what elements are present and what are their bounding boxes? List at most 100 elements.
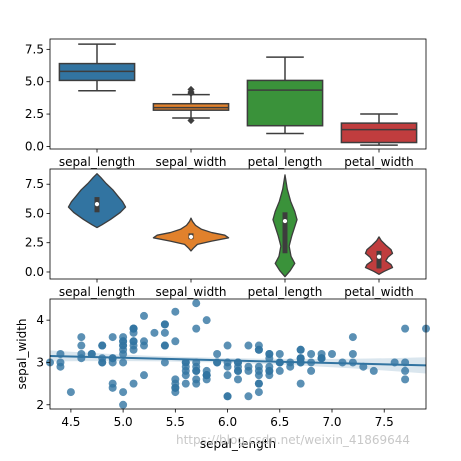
scatter-point bbox=[129, 341, 138, 350]
x-tick-label: 7.5 bbox=[375, 415, 394, 429]
scatter-regression-axes: 2 3 4 4.5 5.0 5.5 6.0 6.5 7.0 7.5 sepal_length sepa… bbox=[15, 298, 430, 451]
scatter-point bbox=[223, 341, 232, 350]
scatter-point bbox=[77, 333, 86, 342]
box-petal_length bbox=[246, 79, 324, 127]
scatter-point bbox=[223, 371, 232, 380]
violin-iqr-box bbox=[282, 212, 288, 254]
scatter-point bbox=[140, 311, 148, 320]
scatter-point bbox=[244, 366, 253, 375]
scatter-point bbox=[296, 345, 305, 354]
y-tick-label: 2.5 bbox=[25, 107, 44, 121]
x-tick-label: sepal_length bbox=[59, 155, 135, 169]
scatter-point bbox=[192, 366, 201, 375]
x-tick-label: 6.5 bbox=[270, 415, 289, 429]
axes-frame bbox=[49, 298, 427, 410]
x-tick-label: sepal_width bbox=[155, 155, 226, 169]
scatter-point bbox=[307, 366, 316, 375]
scatter-point bbox=[108, 379, 117, 388]
y-tick-label: 4 bbox=[36, 313, 44, 327]
scatter-point bbox=[348, 333, 357, 342]
x-tick-label: sepal_width bbox=[155, 285, 226, 299]
scatter-point bbox=[171, 375, 180, 384]
scatter-point bbox=[108, 333, 117, 342]
scatter-point bbox=[265, 354, 274, 363]
x-tick-label: sepal_length bbox=[59, 285, 135, 299]
x-axis-label: sepal_length bbox=[200, 437, 276, 451]
scatter-point bbox=[171, 337, 180, 346]
y-tick-label: 2 bbox=[36, 398, 44, 412]
violinplot-axes: 0.0 2.5 5.0 7.5 sepal_length sepal_width petal… bbox=[25, 168, 427, 299]
scatter-point bbox=[254, 379, 263, 388]
scatter-point bbox=[265, 366, 274, 375]
scatter-point bbox=[140, 341, 148, 350]
regression-line bbox=[49, 354, 427, 367]
scatter-point bbox=[119, 337, 128, 346]
scatter-point bbox=[307, 350, 316, 358]
scatter-point bbox=[275, 366, 284, 375]
x-tick-label: 7.0 bbox=[322, 415, 341, 429]
scatter-point bbox=[192, 379, 201, 388]
scatter-point bbox=[160, 341, 169, 350]
scatter-point bbox=[160, 328, 169, 337]
violin-median-dot bbox=[376, 254, 382, 259]
scatter-point bbox=[119, 358, 128, 367]
axes-frame bbox=[49, 38, 427, 150]
scatter-point bbox=[150, 328, 159, 337]
scatter-point bbox=[98, 358, 107, 367]
scatter-point bbox=[213, 350, 222, 358]
scatter-point bbox=[401, 324, 410, 333]
x-tick-label: 5.0 bbox=[114, 415, 133, 429]
scatter-point bbox=[129, 324, 138, 333]
scatter-point bbox=[244, 392, 253, 401]
y-tick-label: 0.0 bbox=[25, 139, 44, 153]
scatter-point bbox=[254, 388, 263, 397]
scatter-point bbox=[296, 379, 305, 388]
box-petal_width bbox=[340, 122, 418, 144]
scatter-point bbox=[171, 307, 180, 316]
y-tick-label: 7.5 bbox=[25, 42, 44, 56]
watermark-text: https://blog.csdn.net/weixin_41869644 bbox=[176, 433, 410, 447]
scatter-point bbox=[66, 388, 75, 397]
scatter-point bbox=[202, 316, 211, 325]
x-tick-label: petal_width bbox=[344, 285, 413, 299]
x-tick-label: petal_length bbox=[248, 155, 323, 169]
x-tick-label: 5.5 bbox=[166, 415, 185, 429]
box-outlier bbox=[187, 116, 195, 125]
y-tick-label: 2.5 bbox=[25, 236, 44, 250]
x-tick-label: 4.5 bbox=[61, 415, 80, 429]
scatter-point bbox=[192, 299, 201, 308]
x-tick-label: 6.0 bbox=[218, 415, 237, 429]
scatter-point bbox=[56, 358, 65, 367]
y-tick-label: 5.0 bbox=[25, 75, 44, 89]
y-tick-label: 5.0 bbox=[25, 206, 44, 220]
scatter-point bbox=[181, 366, 190, 375]
scatter-point bbox=[119, 388, 128, 397]
scatter-point bbox=[119, 345, 128, 354]
scatter-point bbox=[234, 366, 242, 375]
scatter-point bbox=[202, 371, 211, 380]
x-tick-label: petal_length bbox=[248, 285, 323, 299]
scatter-point bbox=[181, 358, 190, 367]
scatter-point bbox=[369, 366, 378, 375]
x-tick-label: petal_width bbox=[344, 155, 413, 169]
scatter-point bbox=[160, 358, 169, 367]
scatter-point bbox=[77, 341, 86, 350]
scatter-point bbox=[234, 375, 242, 384]
box-outlier bbox=[187, 85, 195, 94]
scatter-point bbox=[254, 366, 263, 375]
violin-median-dot bbox=[282, 218, 288, 224]
scatter-point bbox=[244, 341, 253, 350]
scatter-point bbox=[119, 400, 128, 409]
scatter-point bbox=[275, 350, 284, 358]
scatter-point bbox=[129, 379, 138, 388]
violin-median-dot bbox=[188, 234, 194, 239]
y-tick-label: 0.0 bbox=[25, 265, 44, 279]
scatter-point bbox=[348, 350, 357, 358]
scatter-point bbox=[160, 320, 169, 329]
boxplot-axes: 0.0 2.5 5.0 7.5 sepal_length sepal_width petal… bbox=[25, 38, 427, 169]
scatter-point bbox=[223, 392, 232, 401]
scatter-point bbox=[348, 358, 357, 367]
violin-median-dot bbox=[94, 202, 100, 207]
scatter-point bbox=[98, 341, 107, 350]
scatter-point bbox=[401, 375, 410, 384]
